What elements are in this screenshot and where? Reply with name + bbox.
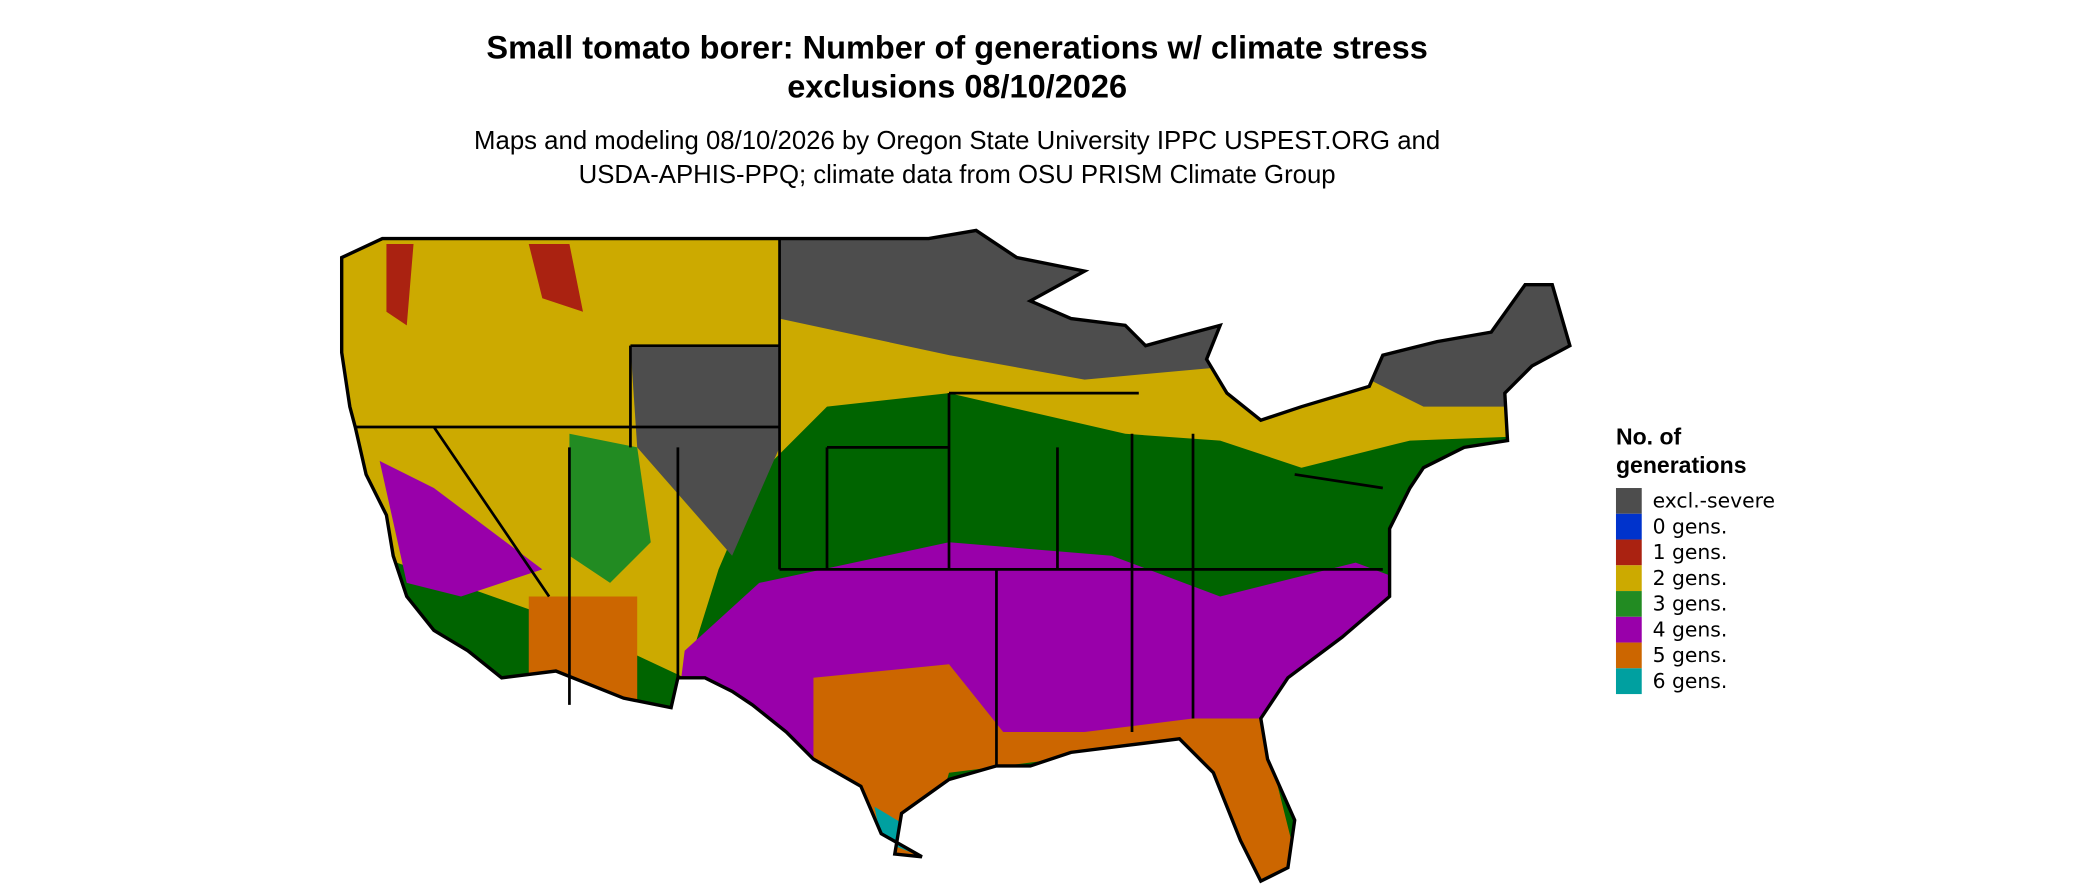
legend-label: 4 gens. xyxy=(1653,617,1728,641)
subtitle: USDA-APHIS-PPQ; climate data from OSU PR… xyxy=(579,161,1336,189)
legend-title: generations xyxy=(1616,452,1747,478)
legend-label: 2 gens. xyxy=(1653,566,1728,590)
legend-label: 3 gens. xyxy=(1653,592,1728,616)
legend-swatch xyxy=(1615,616,1642,643)
legend-label: 1 gens. xyxy=(1653,540,1728,564)
legend-swatch xyxy=(1615,488,1642,514)
legend-label: 0 gens. xyxy=(1653,514,1728,538)
legend-swatch xyxy=(1615,513,1642,540)
legend-swatch xyxy=(1615,642,1642,669)
state-lines xyxy=(339,228,1572,884)
legend-title: No. of xyxy=(1616,424,1682,450)
legend-swatch xyxy=(1615,565,1642,592)
legend-label: excl.-severe xyxy=(1653,489,1776,513)
title: Small tomato borer: Number of generation… xyxy=(486,29,1427,65)
legend-label: 6 gens. xyxy=(1653,669,1728,693)
legend-swatch xyxy=(1615,591,1642,617)
legend-swatch xyxy=(1615,539,1642,566)
title: exclusions 08/10/2026 xyxy=(787,69,1127,105)
subtitle: Maps and modeling 08/10/2026 by Oregon S… xyxy=(474,127,1440,155)
map xyxy=(341,230,1570,882)
legend-swatch xyxy=(1615,668,1642,695)
legend-label: 5 gens. xyxy=(1653,643,1728,667)
